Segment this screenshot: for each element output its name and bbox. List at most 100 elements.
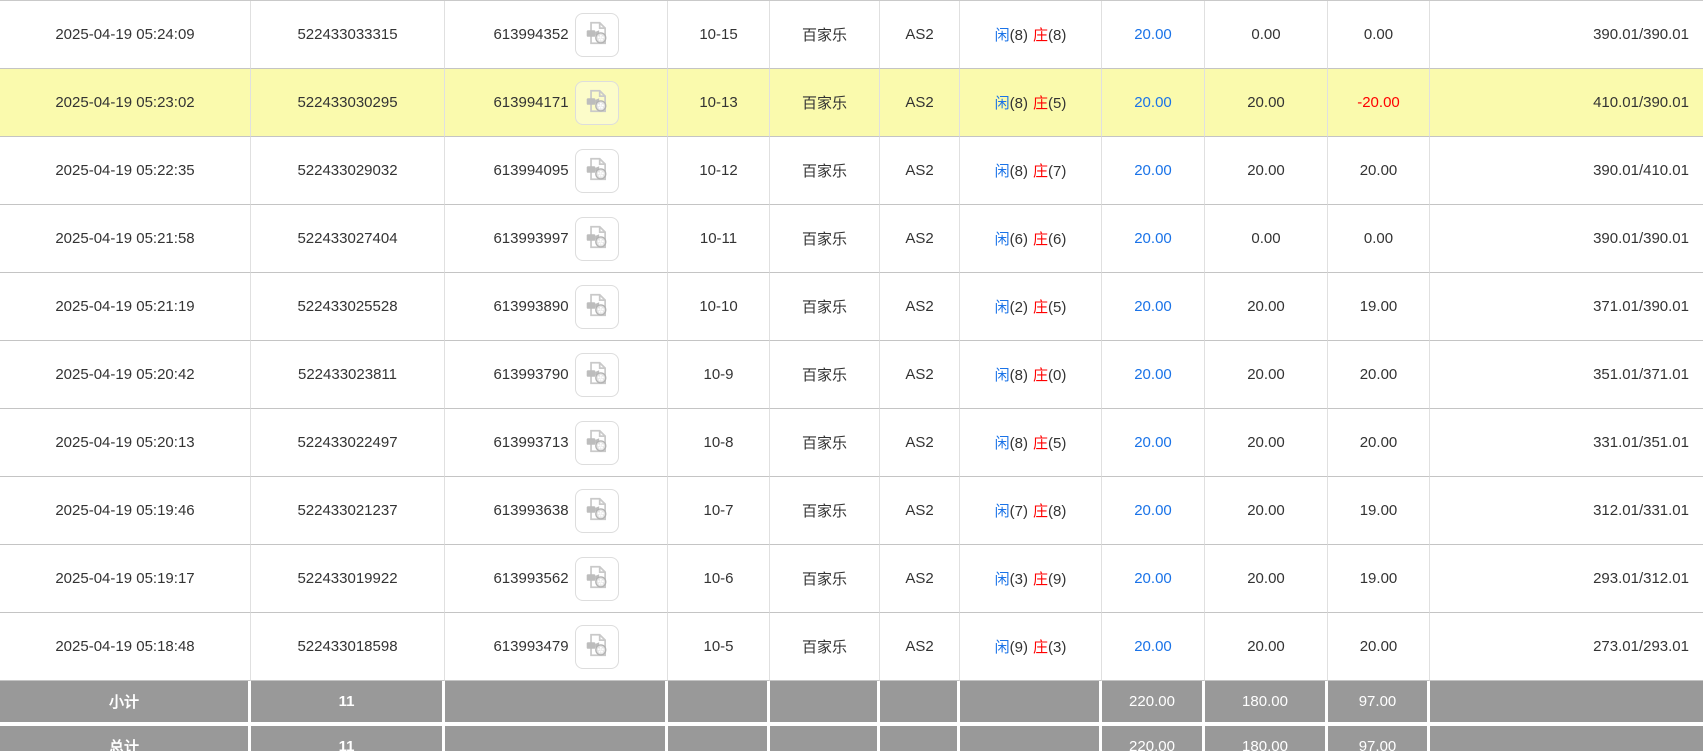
- summary-valid-total: 180.00: [1205, 726, 1328, 751]
- cell-valid-bet: 0.00: [1205, 1, 1328, 69]
- game-number-wrap: 613993638: [446, 488, 666, 533]
- player-label: 闲: [994, 95, 1010, 112]
- table-row[interactable]: 2025-04-19 05:23:02 522433030295 613994171…: [0, 69, 1703, 137]
- subtotal-row: 小计 11 220.00 180.00 97.00: [0, 681, 1703, 726]
- cell-bet-time: 2025-04-19 05:23:02: [0, 69, 251, 137]
- cell-order-number: 522433033315: [251, 1, 445, 69]
- game-number: 613993997: [493, 230, 569, 247]
- cell-game-type: 百家乐: [770, 137, 880, 205]
- cell-game-result: 闲(8) 庄(0): [960, 341, 1102, 409]
- summary-empty-cell: [770, 726, 880, 751]
- banker-label: 庄: [1033, 435, 1049, 452]
- video-replay-button[interactable]: [574, 148, 619, 193]
- summary-win-loss-total: 97.00: [1328, 681, 1430, 726]
- game-number-wrap: 613993790: [446, 352, 666, 397]
- video-replay-icon: [584, 20, 610, 49]
- player-label: 闲: [994, 163, 1010, 180]
- video-replay-button[interactable]: [574, 352, 619, 397]
- table-row[interactable]: 2025-04-19 05:20:42 522433023811 613993790…: [0, 341, 1703, 409]
- summary-empty-cell: [668, 681, 770, 726]
- banker-score: (8): [1048, 503, 1067, 520]
- cell-bet-time: 2025-04-19 05:22:35: [0, 137, 251, 205]
- cell-table-name: AS2: [880, 341, 960, 409]
- player-score: (3): [1009, 571, 1028, 588]
- table-row[interactable]: 2025-04-19 05:19:17 522433019922 613993562…: [0, 545, 1703, 613]
- player-score: (8): [1009, 163, 1028, 180]
- cell-bet-amount: 20.00: [1102, 341, 1205, 409]
- game-number: 613993562: [493, 570, 569, 587]
- player-score: (8): [1009, 95, 1028, 112]
- video-replay-button[interactable]: [574, 284, 619, 329]
- summary-bet-total: 220.00: [1102, 681, 1205, 726]
- summary-empty-cell: [960, 681, 1102, 726]
- summary-empty-cell: [880, 681, 960, 726]
- video-replay-icon: [584, 360, 610, 389]
- cell-game-number: 613993713: [445, 409, 668, 477]
- cell-balance: 331.01/351.01: [1430, 409, 1703, 477]
- cell-game-type: 百家乐: [770, 341, 880, 409]
- cell-valid-bet: 20.00: [1205, 273, 1328, 341]
- cell-win-loss: 20.00: [1328, 613, 1430, 681]
- cell-round: 10-15: [668, 1, 770, 69]
- bet-amount-link[interactable]: 20.00: [1134, 502, 1172, 519]
- summary-empty-cell: [668, 726, 770, 751]
- cell-game-result: 闲(7) 庄(8): [960, 477, 1102, 545]
- video-replay-button[interactable]: [574, 12, 619, 57]
- video-replay-icon: [584, 428, 610, 457]
- bet-amount-link[interactable]: 20.00: [1134, 366, 1172, 383]
- table-row[interactable]: 2025-04-19 05:18:48 522433018598 613993479…: [0, 613, 1703, 681]
- cell-bet-time: 2025-04-19 05:20:42: [0, 341, 251, 409]
- cell-game-number: 613993479: [445, 613, 668, 681]
- bet-amount-link[interactable]: 20.00: [1134, 638, 1172, 655]
- table-row[interactable]: 2025-04-19 05:21:58 522433027404 613993997…: [0, 205, 1703, 273]
- cell-win-loss: 20.00: [1328, 341, 1430, 409]
- cell-game-result: 闲(8) 庄(5): [960, 69, 1102, 137]
- cell-bet-amount: 20.00: [1102, 613, 1205, 681]
- cell-win-loss: 19.00: [1328, 545, 1430, 613]
- bet-amount-link[interactable]: 20.00: [1134, 434, 1172, 451]
- game-number-wrap: 613993562: [446, 556, 666, 601]
- video-replay-button[interactable]: [574, 624, 619, 669]
- video-replay-button[interactable]: [574, 420, 619, 465]
- cell-balance: 410.01/390.01: [1430, 69, 1703, 137]
- table-row[interactable]: 2025-04-19 05:19:46 522433021237 613993638…: [0, 477, 1703, 545]
- summary-empty-cell: [445, 681, 668, 726]
- video-replay-button[interactable]: [574, 488, 619, 533]
- video-replay-icon: [584, 88, 610, 117]
- cell-win-loss: 0.00: [1328, 205, 1430, 273]
- video-replay-button[interactable]: [574, 80, 619, 125]
- video-replay-button[interactable]: [574, 216, 619, 261]
- summary-empty-cell: [880, 726, 960, 751]
- cell-bet-time: 2025-04-19 05:21:19: [0, 273, 251, 341]
- table-row[interactable]: 2025-04-19 05:21:19 522433025528 613993890…: [0, 273, 1703, 341]
- cell-balance: 390.01/410.01: [1430, 137, 1703, 205]
- table-row[interactable]: 2025-04-19 05:20:13 522433022497 613993713…: [0, 409, 1703, 477]
- cell-order-number: 522433029032: [251, 137, 445, 205]
- bet-amount-link[interactable]: 20.00: [1134, 298, 1172, 315]
- cell-round: 10-11: [668, 205, 770, 273]
- bet-amount-link[interactable]: 20.00: [1134, 26, 1172, 43]
- summary-win-loss-total: 97.00: [1328, 726, 1430, 751]
- video-replay-icon: [584, 564, 610, 593]
- cell-bet-time: 2025-04-19 05:20:13: [0, 409, 251, 477]
- cell-valid-bet: 20.00: [1205, 477, 1328, 545]
- bet-amount-link[interactable]: 20.00: [1134, 94, 1172, 111]
- cell-balance: 390.01/390.01: [1430, 1, 1703, 69]
- player-score: (8): [1009, 367, 1028, 384]
- cell-table-name: AS2: [880, 137, 960, 205]
- bet-amount-link[interactable]: 20.00: [1134, 162, 1172, 179]
- cell-game-number: 613994171: [445, 69, 668, 137]
- cell-order-number: 522433021237: [251, 477, 445, 545]
- bet-amount-link[interactable]: 20.00: [1134, 570, 1172, 587]
- video-replay-button[interactable]: [574, 556, 619, 601]
- summary-count: 11: [251, 681, 445, 726]
- bet-amount-link[interactable]: 20.00: [1134, 230, 1172, 247]
- table-row[interactable]: 2025-04-19 05:24:09 522433033315 613994352…: [0, 1, 1703, 69]
- cell-bet-amount: 20.00: [1102, 409, 1205, 477]
- summary-balance-cell: [1430, 681, 1703, 726]
- player-label: 闲: [994, 639, 1010, 656]
- cell-valid-bet: 20.00: [1205, 409, 1328, 477]
- summary-empty-cell: [445, 726, 668, 751]
- table-row[interactable]: 2025-04-19 05:22:35 522433029032 613994095…: [0, 137, 1703, 205]
